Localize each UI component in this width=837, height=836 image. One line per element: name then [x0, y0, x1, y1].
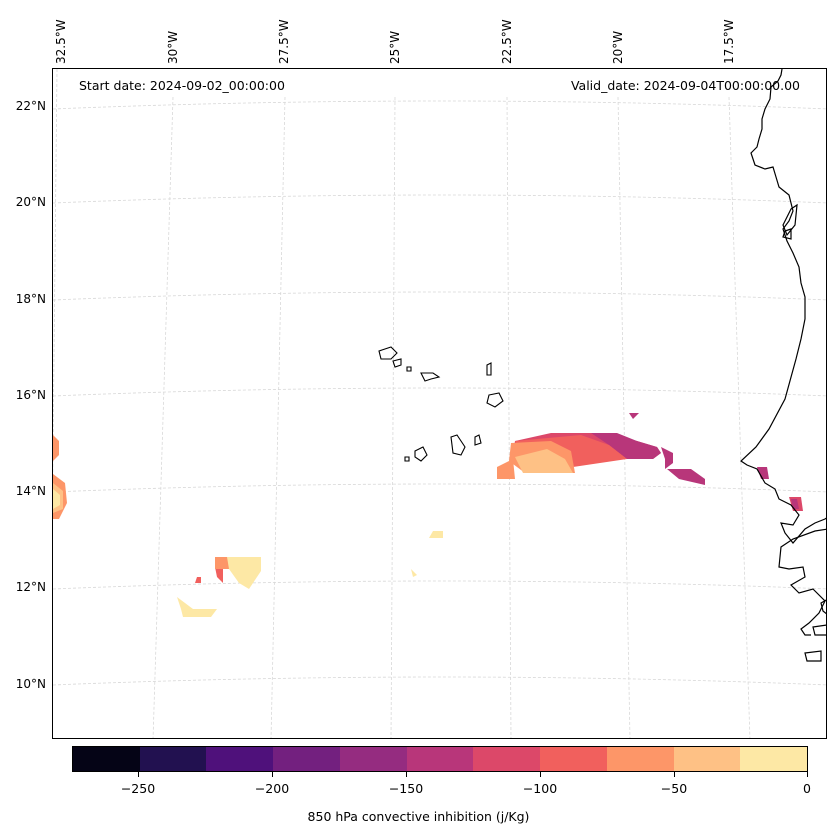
cin-region	[53, 489, 60, 509]
lon-label: 32.5°W	[54, 19, 68, 64]
parallel-line	[53, 100, 826, 110]
colorbar-segment	[339, 747, 407, 771]
graticule	[53, 69, 826, 738]
meridian-line	[728, 96, 751, 738]
lon-label: 22.5°W	[500, 19, 514, 64]
lat-label: 10°N	[15, 677, 46, 691]
meridian-line	[390, 96, 396, 738]
lat-label: 16°N	[15, 388, 46, 402]
colorbar-segment	[473, 747, 541, 771]
coastal-island	[782, 228, 792, 240]
colorbar-tick	[406, 772, 407, 777]
lon-label: 17.5°W	[722, 19, 736, 64]
parallel-line	[53, 291, 826, 301]
lon-label: 25°W	[388, 30, 402, 64]
lat-label: 14°N	[15, 484, 46, 498]
lon-label: 30°W	[166, 30, 180, 64]
cin-region	[215, 557, 229, 569]
colorbar-tick-label: −150	[388, 781, 424, 796]
lon-label: 27.5°W	[277, 19, 291, 64]
meridian-line	[53, 69, 58, 491]
colorbar-segment	[606, 747, 674, 771]
start-date-text: Start date: 2024-09-02_00:00:00	[79, 78, 285, 93]
colorbar-segment	[273, 747, 340, 771]
island-santo-antao	[378, 346, 398, 360]
colorbar-segment	[740, 747, 808, 771]
africa-coastline	[740, 69, 826, 544]
island-sao-nicolau	[420, 372, 441, 382]
colorbar-tick-label: −100	[522, 781, 558, 796]
island-santa-luzia	[406, 366, 412, 372]
valid-date-text: Valid_date: 2024-09-04T00:00:00.00	[570, 78, 800, 93]
cin-region	[227, 557, 261, 589]
parallel-line	[53, 483, 826, 493]
cin-region	[515, 449, 573, 473]
island-boa-vista	[486, 392, 504, 408]
lat-label: 22°N	[15, 99, 46, 113]
parallel-line	[53, 580, 826, 590]
cin-region	[411, 569, 417, 577]
cin-region	[667, 469, 705, 485]
cin-region	[591, 433, 661, 459]
cape-verde-islands	[378, 346, 504, 462]
island-fogo	[414, 446, 428, 462]
lat-label: 12°N	[15, 580, 46, 594]
cin-region	[429, 531, 443, 538]
parallel-line	[53, 676, 826, 686]
colorbar-tick	[138, 772, 139, 777]
meridian-line	[506, 96, 512, 738]
colorbar-segment	[673, 747, 741, 771]
island-sao-vicente	[392, 358, 402, 368]
colorbar-tick	[674, 772, 675, 777]
colorbar-title: 850 hPa convective inhibition (j/Kg)	[307, 809, 530, 824]
colorbar-tick-label: −250	[120, 781, 156, 796]
lat-label: 20°N	[15, 195, 46, 209]
island-brava	[404, 456, 410, 462]
cin-region	[53, 435, 59, 461]
island-sal	[486, 362, 492, 376]
cin-region	[497, 459, 515, 479]
map-canvas	[53, 69, 826, 738]
coastal-island	[804, 650, 822, 662]
cin-region	[195, 577, 201, 583]
colorbar-tick-label: 0	[803, 781, 811, 796]
coastlines	[740, 69, 826, 662]
colorbar-segment	[406, 747, 474, 771]
island-santiago	[450, 434, 466, 456]
colorbar-segment	[540, 747, 607, 771]
lat-label: 18°N	[15, 292, 46, 306]
meridian-line	[617, 96, 631, 738]
parallel-line	[53, 387, 826, 397]
coastal-island	[820, 599, 826, 615]
colorbar-segment	[139, 747, 207, 771]
coastal-island	[812, 624, 826, 636]
island-maio	[474, 434, 482, 446]
cin-region	[215, 567, 223, 583]
colorbar-tick-label: −200	[254, 781, 290, 796]
colorbar-segment	[73, 747, 140, 771]
cin-region	[661, 447, 673, 469]
colorbar-segment	[206, 747, 274, 771]
colorbar	[72, 746, 808, 772]
map-plot	[52, 68, 827, 739]
parallel-line	[53, 194, 826, 204]
cin-region	[757, 467, 769, 479]
cin-region	[791, 499, 799, 509]
colorbar-tick	[807, 772, 808, 777]
meridian-line	[152, 96, 174, 738]
cin-region	[629, 413, 639, 419]
africa-coastline	[778, 528, 826, 636]
lon-label: 20°W	[611, 30, 625, 64]
cin-field	[53, 413, 803, 617]
cin-region	[177, 597, 217, 617]
colorbar-tick	[540, 772, 541, 777]
colorbar-tick	[272, 772, 273, 777]
meridian-line	[270, 96, 286, 738]
colorbar-tick-label: −50	[660, 781, 688, 796]
